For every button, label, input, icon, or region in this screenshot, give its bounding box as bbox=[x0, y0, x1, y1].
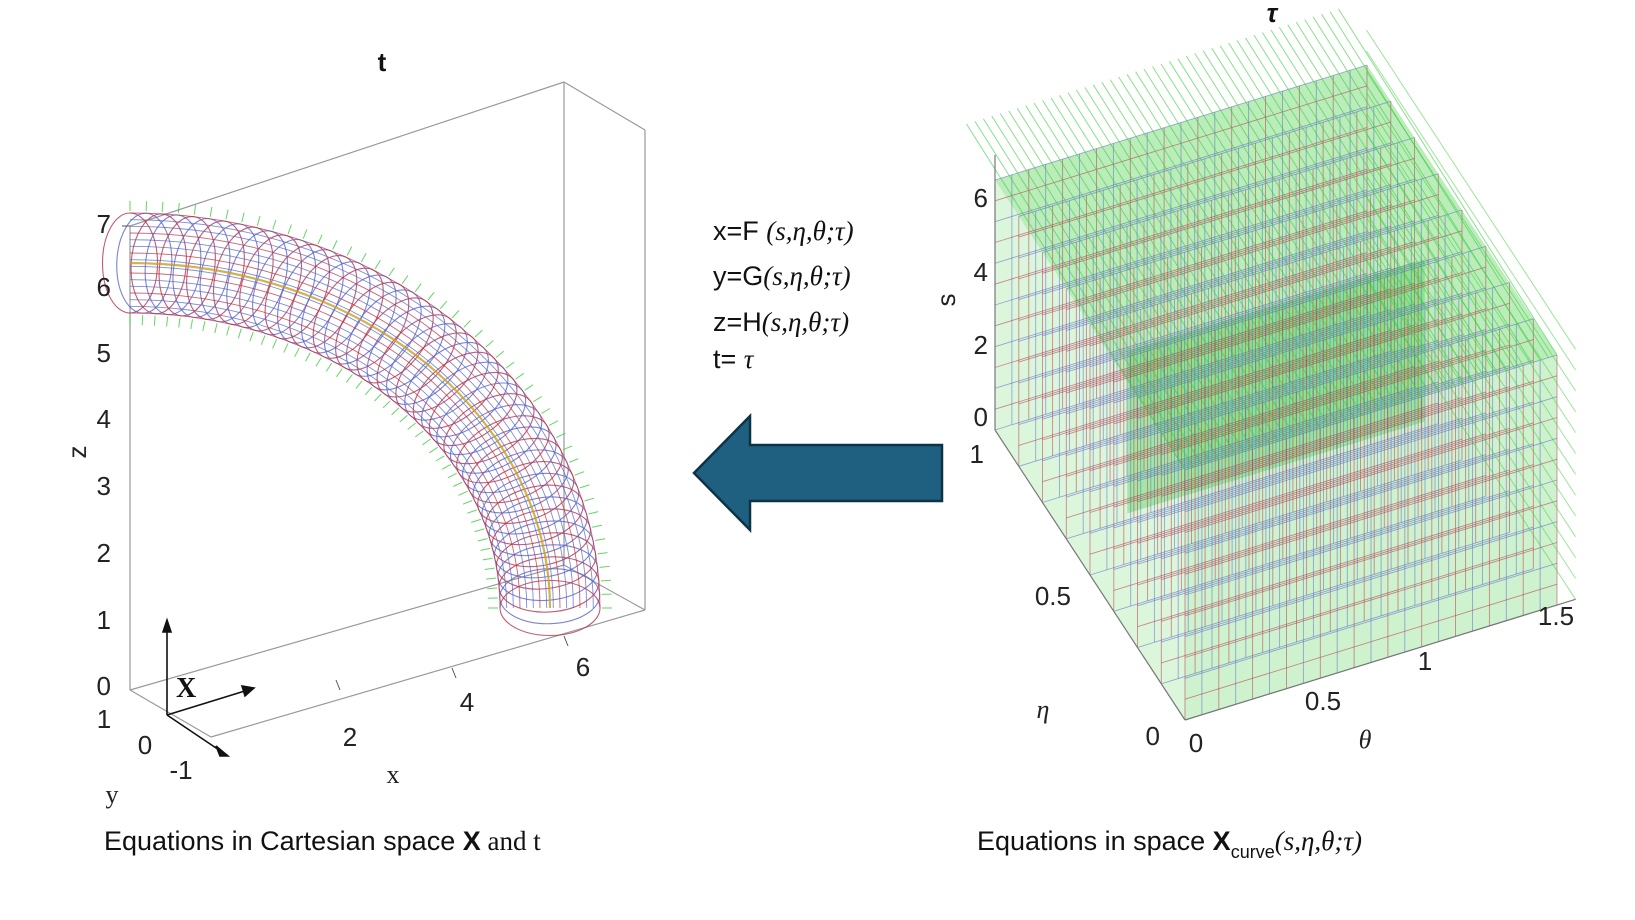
theta-axis: 0 0.5 1 1.5 θ bbox=[1189, 601, 1574, 758]
x-tick-label: 4 bbox=[460, 687, 474, 717]
left-plot-title: t bbox=[378, 47, 387, 77]
z-tick-label: 1 bbox=[97, 605, 111, 635]
z-axis-label: z bbox=[62, 446, 92, 459]
left-plot: X t 0 1 2 3 4 5 6 7 z 2 4 6 x 1 bbox=[62, 47, 646, 809]
left-axes-box bbox=[129, 81, 646, 738]
z-tick-label: 4 bbox=[97, 404, 111, 434]
eta-tick-label: 0 bbox=[1146, 721, 1160, 751]
mapping-equations: x=F (s,η,θ;τ) y=G(s,η,θ;τ) z=H(s,η,θ;τ) … bbox=[713, 216, 854, 374]
s-axis: 0 2 4 6 s bbox=[931, 183, 988, 432]
y-tick-label: -1 bbox=[169, 755, 192, 785]
s-tick-label: 2 bbox=[974, 330, 988, 360]
y-axis: 1 0 -1 y bbox=[97, 704, 193, 809]
x-tick-label: 2 bbox=[343, 722, 357, 752]
equation-x: x=F (s,η,θ;τ) bbox=[713, 216, 854, 246]
eta-tick-label: 0.5 bbox=[1035, 581, 1071, 611]
x-vector-label: X bbox=[176, 673, 196, 704]
z-axis: 0 1 2 3 4 5 6 7 z bbox=[62, 209, 130, 701]
equation-y: y=G(s,η,θ;τ) bbox=[713, 261, 851, 291]
eta-axis-label: η bbox=[1037, 695, 1050, 724]
z-tick-label: 6 bbox=[97, 272, 111, 302]
equation-t: t= τ bbox=[713, 344, 755, 374]
x-tick-label: 6 bbox=[576, 652, 590, 682]
theta-axis-label: θ bbox=[1359, 725, 1372, 754]
z-tick-label: 5 bbox=[97, 338, 111, 368]
computational-grid-block bbox=[966, 8, 1577, 721]
x-vector-glyph bbox=[161, 617, 256, 757]
theta-tick-label: 1 bbox=[1418, 646, 1432, 676]
z-tick-label: 0 bbox=[97, 671, 111, 701]
s-tick-label: 6 bbox=[974, 183, 988, 213]
right-plot: τ 0 2 4 6 s 1 0.5 0 η 0 0.5 1 1.5 θ bbox=[931, 0, 1577, 758]
right-caption: Equations in space Xcurve(s,η,θ;τ) bbox=[977, 826, 1362, 862]
y-axis-label: y bbox=[106, 780, 119, 809]
left-arrow bbox=[692, 412, 944, 534]
z-tick-label: 3 bbox=[97, 471, 111, 501]
y-tick-label: 0 bbox=[138, 730, 152, 760]
eta-axis: 1 0.5 0 η bbox=[970, 439, 1160, 751]
z-tick-label: 2 bbox=[97, 538, 111, 568]
s-axis-label: s bbox=[931, 294, 961, 307]
equation-z: z=H(s,η,θ;τ) bbox=[713, 307, 849, 337]
y-tick-label: 1 bbox=[97, 704, 111, 734]
theta-tick-label: 1.5 bbox=[1538, 601, 1574, 631]
right-plot-title: τ bbox=[1267, 0, 1279, 28]
theta-tick-label: 0.5 bbox=[1305, 686, 1341, 716]
theta-tick-label: 0 bbox=[1189, 728, 1203, 758]
s-tick-label: 0 bbox=[974, 402, 988, 432]
eta-tick-label: 1 bbox=[970, 439, 984, 469]
x-axis-label: x bbox=[387, 760, 400, 789]
tube-mesh bbox=[101, 201, 612, 637]
s-tick-label: 4 bbox=[974, 257, 988, 287]
z-tick-label: 7 bbox=[97, 209, 111, 239]
left-caption: Equations in Cartesian space X and t bbox=[104, 826, 541, 856]
x-axis: 2 4 6 x bbox=[335, 635, 590, 789]
